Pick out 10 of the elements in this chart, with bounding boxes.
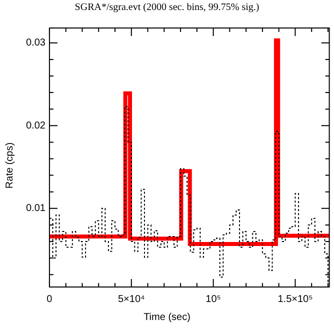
x-axis-title: Time (sec) [142,312,192,323]
x-tick-label: 10⁵ [206,294,221,305]
y-tick-label: 0.03 [26,38,46,49]
y-tick-label: 0.01 [26,203,46,214]
chart-title: SGRA*/sgra.evt (2000 sec. bins, 99.75% sig.) [74,2,260,13]
y-tick-label: 0.02 [26,120,46,132]
x-tick-label: 0 [46,294,53,305]
x-tick-label: 5×10⁴ [118,294,145,305]
y-axis-title: Rate (cps) [4,141,16,191]
x-tick-label: 1.5×10⁵ [278,294,313,305]
